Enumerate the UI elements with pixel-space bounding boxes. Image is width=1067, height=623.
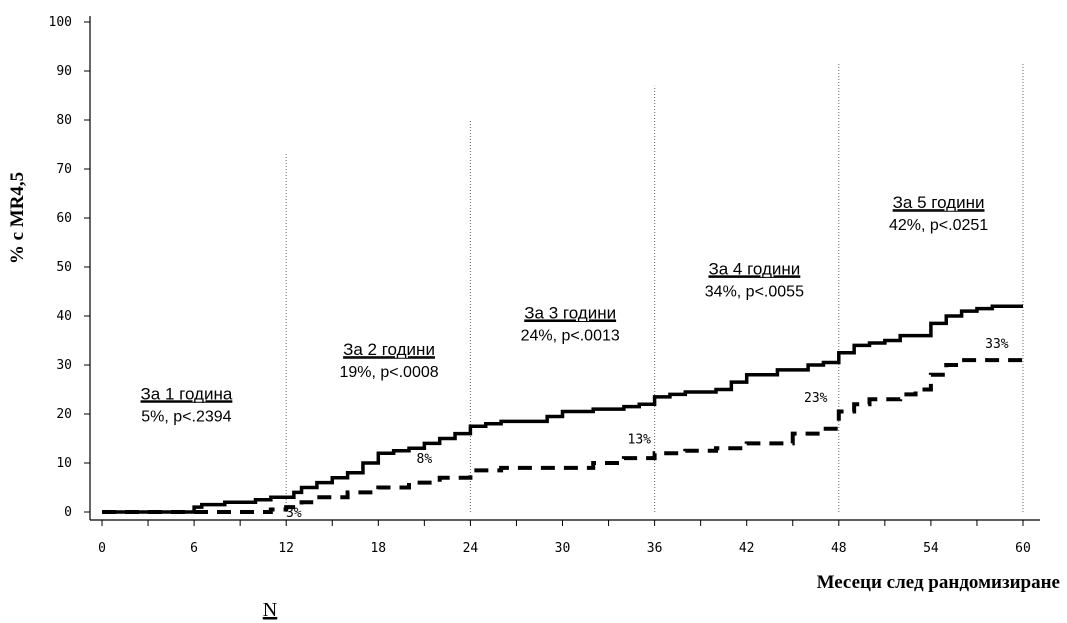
annotation-subtitle: 5%, p<.2394 xyxy=(141,408,231,425)
annotation-title: За 5 години xyxy=(893,193,985,212)
annotation-subtitle: 42%, p<.0251 xyxy=(889,217,988,234)
y-tick-label: 10 xyxy=(56,456,72,471)
y-tick-label: 100 xyxy=(49,15,72,30)
point-label: 13% xyxy=(628,433,652,448)
point-label: 23% xyxy=(804,391,828,406)
x-tick-label: 36 xyxy=(647,541,663,556)
point-labels: 3% 8% 13% 23% 33% xyxy=(286,337,1009,521)
y-axis-title: % с MR4,5 xyxy=(7,172,28,264)
y-tick-label: 80 xyxy=(56,113,72,128)
x-tick-label: 30 xyxy=(555,541,571,556)
series-solid-line xyxy=(102,304,1023,514)
series-lines xyxy=(102,304,1023,514)
x-tick-label: 24 xyxy=(463,541,479,556)
year-divider-lines xyxy=(285,63,1024,512)
x-tick-label: 18 xyxy=(370,541,386,556)
y-tick-label: 20 xyxy=(56,407,72,422)
annotation-subtitle: 19%, p<.0008 xyxy=(339,364,438,381)
y-tick-label: 70 xyxy=(56,162,72,177)
x-tick-label: 60 xyxy=(1015,541,1031,556)
series-dashed-line xyxy=(102,358,1023,514)
y-tick-label: 90 xyxy=(56,64,72,79)
x-axis-title: Месеци след рандомизиране xyxy=(817,572,1060,593)
x-tick-label: 12 xyxy=(278,541,294,556)
annotation-title: За 2 години xyxy=(343,340,435,359)
annotation-title: За 4 години xyxy=(708,259,800,278)
axes: 0 10 20 30 40 50 60 70 80 90 100 0 6 12 18 24 30 36 42 48 54… xyxy=(49,15,1040,556)
y-tick-label: 30 xyxy=(56,358,72,373)
annotation-title: За 1 година xyxy=(141,384,233,403)
y-tick-label: 60 xyxy=(56,211,72,226)
annotation-title: За 3 години xyxy=(524,303,616,322)
point-label: 33% xyxy=(985,337,1009,352)
annotation-subtitle: 34%, p<.0055 xyxy=(705,283,804,300)
y-tick-label: 40 xyxy=(56,309,72,324)
x-tick-label: 42 xyxy=(739,541,755,556)
point-label: 3% xyxy=(286,506,302,521)
x-tick-label: 0 xyxy=(98,541,106,556)
x-tick-label: 48 xyxy=(831,541,847,556)
point-label: 8% xyxy=(417,452,433,467)
year-annotations: За 1 година 5%, p<.2394 За 2 години 19%, p<… xyxy=(140,193,988,425)
x-tick-label: 54 xyxy=(923,541,939,556)
x-tick-label: 6 xyxy=(190,541,198,556)
y-tick-label: 0 xyxy=(64,505,72,520)
y-tick-label: 50 xyxy=(56,260,72,275)
footnote-n: N xyxy=(263,599,277,621)
annotation-subtitle: 24%, p<.0013 xyxy=(521,327,620,344)
